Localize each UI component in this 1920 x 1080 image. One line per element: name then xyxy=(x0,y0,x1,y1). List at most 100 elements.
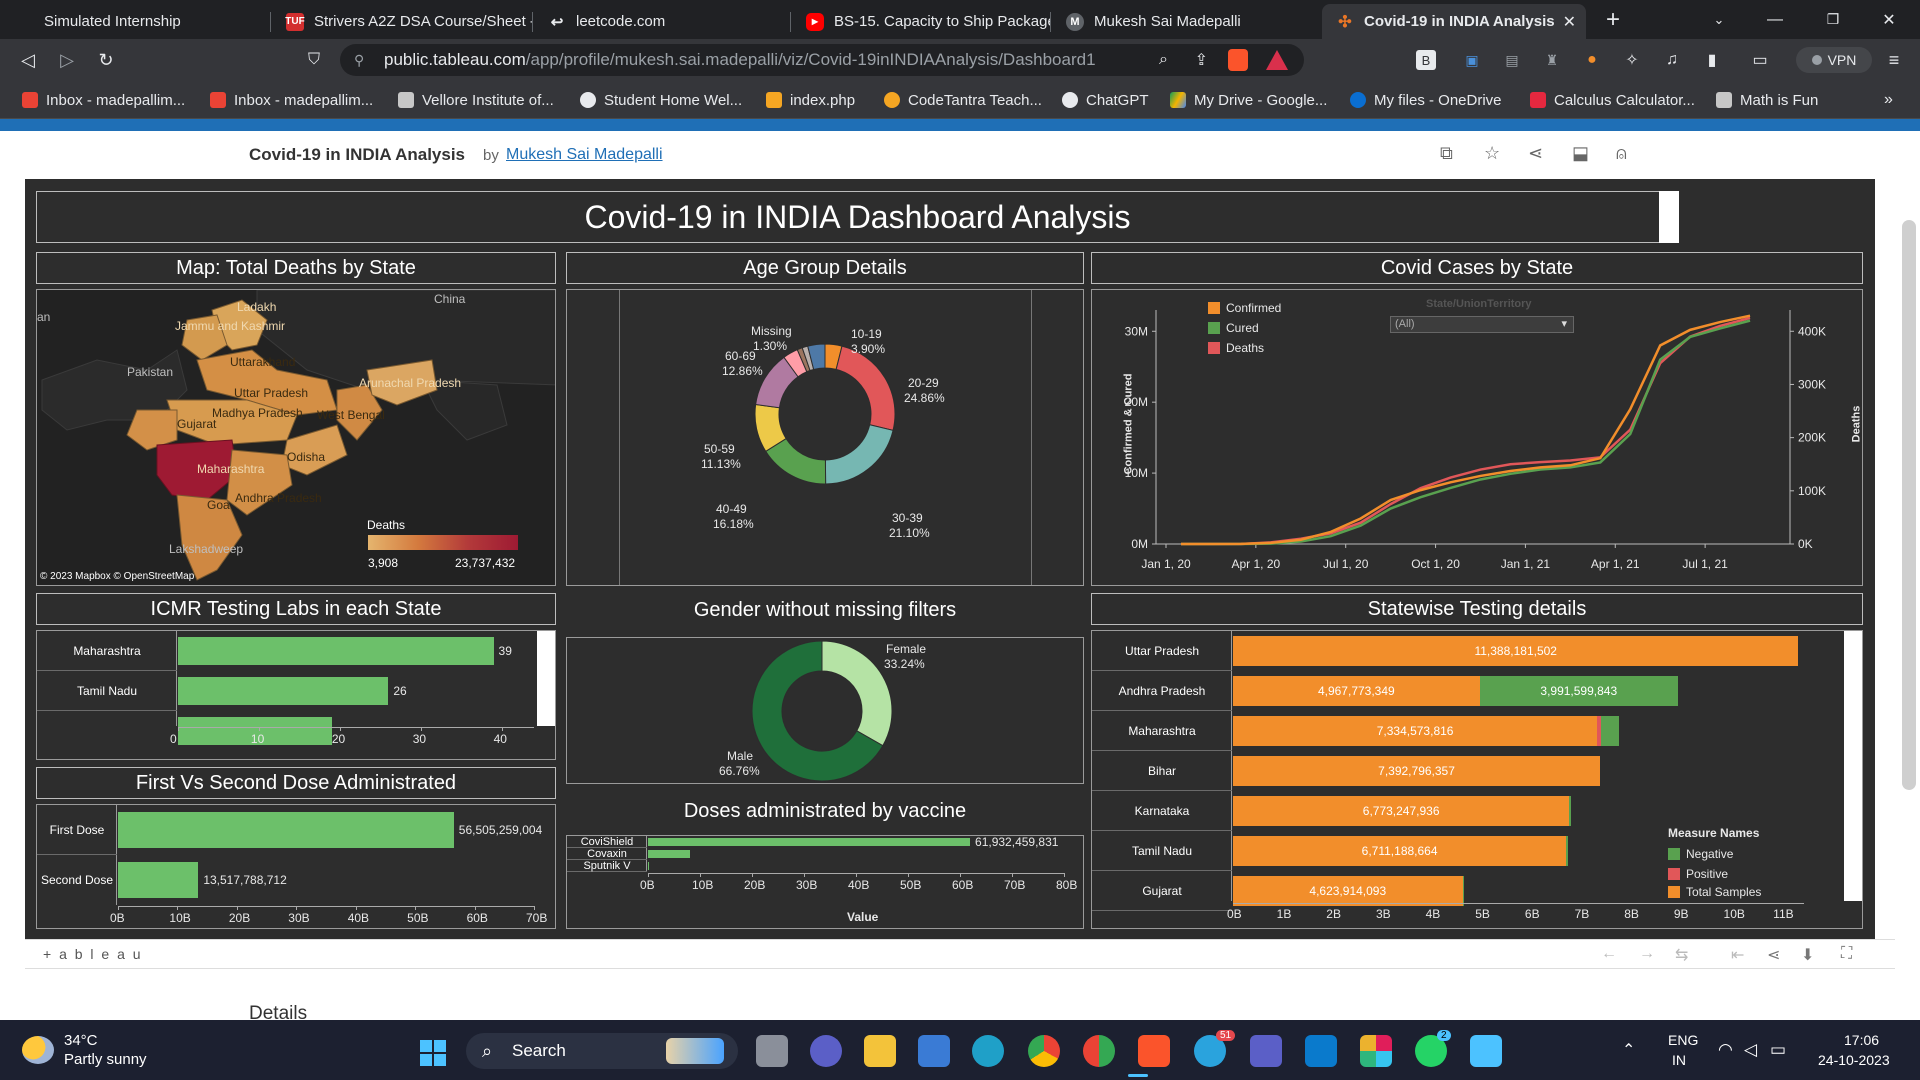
tab-youtube[interactable]: ▶ BS-15. Capacity to Ship Packages xyxy=(792,4,1050,39)
file-explorer-icon[interactable] xyxy=(864,1035,896,1067)
statewise-total-bar[interactable] xyxy=(1233,756,1601,786)
bookmark-calculus[interactable]: Calculus Calculator... xyxy=(1530,89,1695,111)
minimize-button[interactable]: — xyxy=(1767,10,1783,28)
extension-b-icon[interactable]: B xyxy=(1416,50,1436,70)
age-donut-chart[interactable] xyxy=(567,290,1084,586)
statewise-total-bar[interactable] xyxy=(1233,716,1598,746)
vaccine-bar[interactable] xyxy=(648,862,650,870)
gender-donut-panel[interactable]: Female 33.24% Male 66.76% xyxy=(566,637,1084,784)
taskbar-search[interactable]: ⌕ Search xyxy=(466,1033,738,1069)
statewise-negative-bar[interactable] xyxy=(1566,836,1568,866)
statewise-negative-bar[interactable] xyxy=(1601,716,1619,746)
bookmark-icon[interactable]: ⛉ xyxy=(307,51,320,68)
legend-deaths[interactable]: Deaths xyxy=(1208,338,1281,358)
vpn-button[interactable]: VPN xyxy=(1796,47,1872,73)
bookmark-mathisfun[interactable]: Math is Fun xyxy=(1716,89,1818,111)
statewise-total-bar[interactable] xyxy=(1233,876,1463,906)
extension-icon-2[interactable]: ▣ xyxy=(1465,51,1479,68)
share-icon[interactable]: ⋖ xyxy=(1528,143,1544,163)
favorite-star-icon[interactable]: ☆ xyxy=(1484,143,1501,163)
clock-date[interactable]: 24-10-2023 xyxy=(1818,1052,1890,1068)
bookmark-gmail-2[interactable]: Inbox - madepallim... xyxy=(210,89,373,111)
statewise-bars[interactable]: 11,388,181,502 3,991,599,843 4,967,773,349… xyxy=(1092,631,1862,928)
bookmark-drive[interactable]: My Drive - Google... xyxy=(1170,89,1327,111)
statewise-negative-bar[interactable] xyxy=(1462,876,1464,906)
doses-bars[interactable]: 56,505,259,004 13,517,788,712 0B 10B 20B 30B 4… xyxy=(37,805,555,928)
copy-icon[interactable]: ⧉ xyxy=(1440,143,1453,163)
icmr-bar[interactable] xyxy=(178,637,494,665)
icmr-bar[interactable] xyxy=(178,717,332,745)
back-icon[interactable]: ◁ xyxy=(21,49,35,70)
battery-icon[interactable]: ▭ xyxy=(1770,1040,1787,1059)
statewise-scrollbar[interactable] xyxy=(1844,631,1862,901)
task-view-icon[interactable] xyxy=(756,1035,788,1067)
extension-icon-3[interactable]: ▤ xyxy=(1505,51,1519,68)
statewise-total-bar[interactable] xyxy=(1233,796,1570,826)
sidebar-icon[interactable]: ▮ xyxy=(1707,52,1717,69)
cases-line-chart[interactable]: 30M 20M 10M 0M 400K 300K 200K 100K 0K Jan 1, 20 Ap… xyxy=(1092,290,1863,586)
gender-slice-female[interactable] xyxy=(821,640,893,747)
extension-icon-5[interactable]: ● xyxy=(1587,51,1597,68)
bookmark-index[interactable]: index.php xyxy=(766,89,855,111)
icmr-bar[interactable] xyxy=(178,677,389,705)
legend-cured[interactable]: Cured xyxy=(1208,318,1281,338)
icmr-bar-panel[interactable]: Maharashtra Tamil Nadu 39 26 0 10 20 30 40 xyxy=(36,630,556,760)
statewise-negative-bar[interactable] xyxy=(1479,676,1678,706)
wallet-icon[interactable]: ▭ xyxy=(1752,52,1768,69)
tab-leetcode[interactable]: ↩ leetcode.com xyxy=(534,4,790,39)
fullscreen-icon[interactable]: ⛶ xyxy=(1841,945,1853,962)
vaccine-bar[interactable] xyxy=(648,838,971,846)
statewise-bar-panel[interactable]: Uttar Pradesh Andhra Pradesh Maharashtra Bi… xyxy=(1091,630,1863,929)
tab-mukesh[interactable]: M Mukesh Sai Madepalli xyxy=(1052,4,1322,39)
brave-icon[interactable] xyxy=(1138,1035,1170,1067)
statewise-positive-bar[interactable] xyxy=(1597,716,1602,746)
legend-negative[interactable]: Negative xyxy=(1668,844,1838,864)
tab-strivers[interactable]: TUF Strivers A2Z DSA Course/Sheet - xyxy=(285,12,532,31)
chrome-icon[interactable] xyxy=(1028,1035,1060,1067)
bookmark-gmail-1[interactable]: Inbox - madepallim... xyxy=(22,89,185,111)
confirmed-line[interactable] xyxy=(1180,314,1751,546)
profile-icon[interactable]: ⍝ xyxy=(1616,143,1627,163)
statewise-total-bar[interactable] xyxy=(1233,636,1799,666)
doses-bar-panel[interactable]: First Dose Second Dose 56,505,259,004 13,… xyxy=(36,804,556,929)
teams-chat-icon[interactable] xyxy=(810,1035,842,1067)
legend-confirmed[interactable]: Confirmed xyxy=(1208,298,1281,318)
menu-icon[interactable]: ≡ xyxy=(1888,49,1900,70)
tab-covid-active[interactable]: ✣ Covid-19 in INDIA Analysis ✕ xyxy=(1322,4,1586,39)
india-map[interactable]: Ladakh Jammu and Kashmir China Pakistan … xyxy=(36,289,556,586)
slack-icon[interactable] xyxy=(1360,1035,1392,1067)
chrome-profile-icon[interactable] xyxy=(1083,1035,1115,1067)
reload-icon[interactable]: ↻ xyxy=(98,49,114,70)
footer-share-icon[interactable]: ⋖ xyxy=(1767,947,1781,964)
age-slice-0-9[interactable] xyxy=(807,343,826,371)
extension-icon-4[interactable]: ♜ xyxy=(1545,51,1559,68)
author-link[interactable]: Mukesh Sai Madepalli xyxy=(506,146,663,163)
bookmark-chatgpt[interactable]: ChatGPT xyxy=(1062,89,1149,111)
cases-line-panel[interactable]: 30M 20M 10M 0M 400K 300K 200K 100K 0K Jan 1, 20 Ap… xyxy=(1091,289,1863,586)
gender-donut-chart[interactable] xyxy=(567,638,1084,784)
title-scrollbar[interactable] xyxy=(1659,191,1679,243)
undo-icon[interactable]: ← xyxy=(1601,945,1617,962)
media-icon[interactable]: ♫ xyxy=(1666,51,1678,68)
download-icon[interactable]: ⬓ xyxy=(1572,143,1590,163)
restore-button[interactable]: ❐ xyxy=(1826,11,1840,27)
bookmark-codetantra[interactable]: CodeTantra Teach... xyxy=(884,89,1042,111)
statewise-total-bar[interactable] xyxy=(1233,676,1480,706)
redo-icon[interactable]: → xyxy=(1639,945,1655,962)
doses-bar[interactable] xyxy=(118,812,454,848)
doses-bar[interactable] xyxy=(118,862,199,898)
bookmark-onedrive[interactable]: My files - OneDrive xyxy=(1350,89,1502,111)
zoom-icon[interactable]: ⌕ xyxy=(1159,51,1168,68)
footer-download-icon[interactable]: ⬇ xyxy=(1801,947,1815,964)
store-icon[interactable] xyxy=(918,1035,950,1067)
revert-icon[interactable]: ⇆ xyxy=(1675,947,1689,964)
state-filter-dropdown[interactable]: (All) ▾ xyxy=(1390,316,1574,333)
legend-positive[interactable]: Positive xyxy=(1668,864,1838,884)
clock-time[interactable]: 17:06 xyxy=(1844,1032,1880,1048)
volume-icon[interactable]: ◁ xyxy=(1744,1040,1758,1059)
close-window-button[interactable]: ✕ xyxy=(1882,11,1896,29)
tab-search-icon[interactable]: ⌄ xyxy=(1713,11,1725,27)
teams-icon[interactable] xyxy=(1250,1035,1282,1067)
new-tab-button[interactable]: + xyxy=(1605,5,1620,33)
tableau-logo[interactable]: + a b l e a u xyxy=(43,946,143,962)
